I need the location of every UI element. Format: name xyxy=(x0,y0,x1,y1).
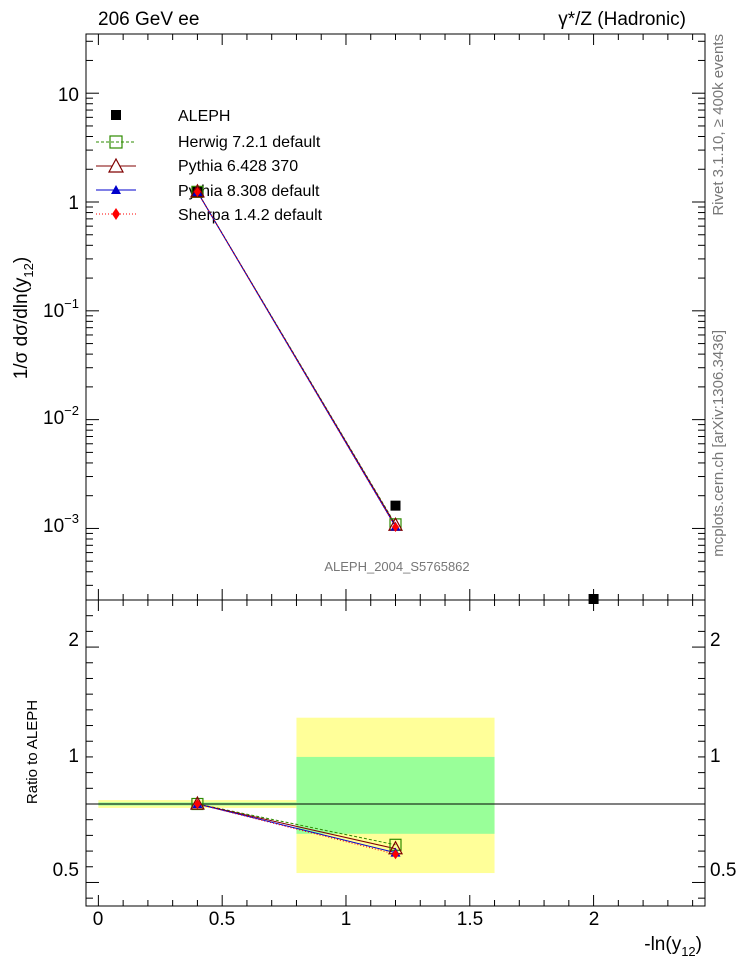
y-tick-exp-1e-1: −1 xyxy=(64,296,79,311)
y-tick-label-1e-2: 10 xyxy=(43,408,64,429)
svg-text:1: 1 xyxy=(68,193,79,214)
x-tick-label-0: 0 xyxy=(93,909,104,930)
x-tick-label-05: 0.5 xyxy=(209,909,235,930)
rivet-version-label: Rivet 3.1.10, ≥ 400k events xyxy=(710,34,727,216)
legend-marker-pythia6 xyxy=(107,157,125,173)
x-tick-label-2: 2 xyxy=(589,909,600,930)
svg-text:10−1: 10−1 xyxy=(43,296,79,322)
svg-text:10−3: 10−3 xyxy=(43,511,79,537)
legend-label-pythia8: Pythia 8.308 default xyxy=(178,183,320,200)
ratio-line-herwig-7-2-1-default xyxy=(197,803,396,846)
main-point-aleph-1 xyxy=(390,500,401,511)
legend-marker-pythia8 xyxy=(111,185,121,194)
y-tick-exp-1e-2: −2 xyxy=(64,403,79,418)
ratio-tick-label-1-right: 1 xyxy=(710,746,721,767)
ratio-y-tick-labels: 2 1 0.5 2 1 0.5 xyxy=(53,630,737,881)
ratio-tick-label-05-left: 0.5 xyxy=(53,860,79,881)
svg-text:10−2: 10−2 xyxy=(43,403,79,429)
x-label-close: ) xyxy=(696,934,702,955)
x-tick-label-1: 1 xyxy=(341,909,352,930)
svg-text:-ln(y12): -ln(y12) xyxy=(644,934,702,959)
main-y-axis-label: 1/σ dσ/dln(y12) xyxy=(11,257,36,379)
main-y-label-sub: 12 xyxy=(21,263,36,277)
y-tick-label-10: 10 xyxy=(58,85,79,106)
main-y-label-text: 1/σ dσ/dln(y xyxy=(11,277,32,379)
legend-label-pythia6: Pythia 6.428 370 xyxy=(178,158,298,175)
ratio-tick-label-05-right: 0.5 xyxy=(710,860,736,881)
ratio-band-inner-1 xyxy=(296,756,495,834)
svg-text:10: 10 xyxy=(58,85,79,106)
process-label: γ*/Z (Hadronic) xyxy=(558,9,686,30)
ratio-tick-label-2-left: 2 xyxy=(68,630,79,651)
main-y-tick-labels: 10 1 10−1 10−2 10−3 xyxy=(43,85,79,537)
main-point-sherpa-1-4-2-default-0 xyxy=(193,186,201,197)
ratio-line-pythia-6-428-370 xyxy=(197,803,396,850)
analysis-watermark: ALEPH_2004_S5765862 xyxy=(324,559,469,574)
ratio-y-axis-label: Ratio to ALEPH xyxy=(24,700,41,804)
legend: ALEPH Herwig 7.2.1 default Pythia 6.428 … xyxy=(96,108,323,224)
ratio-line-sherpa-1-4-2-default xyxy=(197,803,396,855)
x-tick-labels: 0 0.5 1 1.5 2 xyxy=(93,909,600,930)
ratio-point-sherpa-1-4-2-default-0 xyxy=(193,799,201,809)
energy-label: 206 GeV ee xyxy=(98,9,199,30)
y-tick-label-1e-3: 10 xyxy=(43,516,64,537)
y-tick-label-1e-1: 10 xyxy=(43,301,64,322)
y-tick-exp-1e-3: −3 xyxy=(64,511,79,526)
ratio-tick-label-2-right: 2 xyxy=(710,630,721,651)
svg-text:1/σ dσ/dln(y12): 1/σ dσ/dln(y12) xyxy=(11,257,36,379)
y-tick-label-1: 1 xyxy=(68,193,79,214)
main-y-label-close: ) xyxy=(11,257,32,263)
legend-label-sherpa: Sherpa 1.4.2 default xyxy=(178,207,323,224)
legend-marker-sherpa xyxy=(112,208,120,220)
x-axis-label: -ln(y12) xyxy=(644,934,702,959)
legend-marker-herwig xyxy=(109,135,123,149)
main-line-sherpa-1-4-2-default xyxy=(196,191,396,528)
ratio-tick-label-1-left: 1 xyxy=(68,746,79,767)
ratio-point-sherpa-1-4-2-default-1 xyxy=(392,849,399,860)
mcplots-label: mcplots.cern.ch [arXiv:1306.3436] xyxy=(710,330,727,557)
legend-label-aleph: ALEPH xyxy=(178,108,230,125)
legend-marker-aleph xyxy=(111,110,121,120)
legend-label-herwig: Herwig 7.2.1 default xyxy=(178,134,321,151)
x-label-sub: 12 xyxy=(681,944,695,959)
main-point-sherpa-1-4-2-default-1 xyxy=(392,522,399,533)
x-label-text: -ln(y xyxy=(644,934,681,955)
x-tick-label-15: 1.5 xyxy=(457,909,483,930)
